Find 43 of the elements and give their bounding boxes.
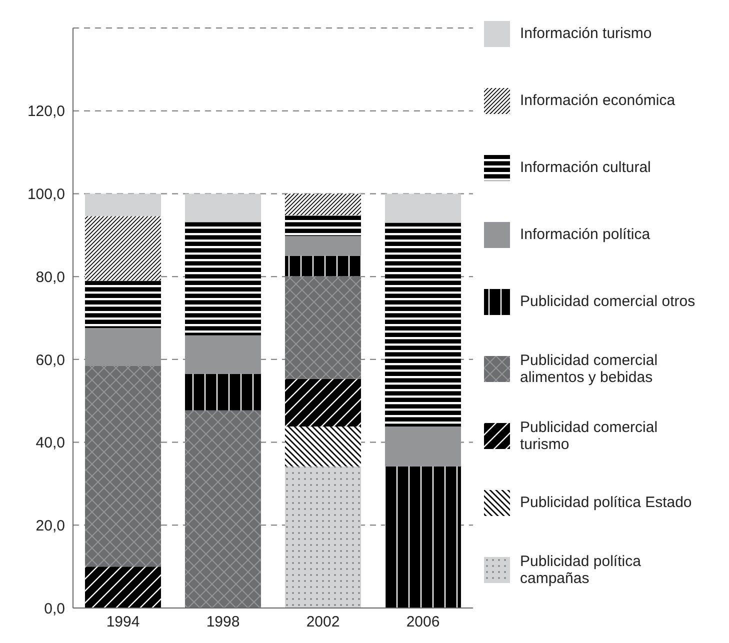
legend-label: Publicidad comercial turismo (520, 418, 659, 452)
legend-label: Información económica (520, 92, 676, 109)
x-tick-label: 2002 (306, 614, 340, 631)
legend-label: Información cultural (520, 159, 651, 176)
bar (385, 194, 461, 223)
bar (285, 378, 361, 427)
bar (285, 194, 361, 216)
y-tick-label: 80,0 (36, 268, 65, 286)
legend-label: Publicidad política campañas (520, 552, 642, 586)
bar (185, 194, 261, 222)
legend-label: Información turismo (520, 25, 652, 42)
bar (185, 335, 261, 374)
bar (85, 566, 161, 608)
legend-label: Información política (520, 226, 650, 243)
bar (285, 426, 361, 466)
x-tick-label: 1998 (206, 614, 240, 631)
bar (285, 236, 361, 256)
y-tick-label: 100,0 (27, 186, 65, 204)
bar (385, 222, 461, 427)
bar (285, 256, 361, 276)
legend-label: Publicidad política Estado (520, 494, 692, 511)
bar (85, 216, 161, 281)
bar (85, 280, 161, 328)
bar (185, 222, 261, 336)
x-tick-label: 1994 (106, 614, 140, 631)
bar (285, 276, 361, 379)
y-tick-label: 20,0 (36, 517, 65, 534)
legend-label: Publicidad comercial otros (520, 293, 696, 310)
bar (85, 194, 161, 216)
y-tick-label: 0,0 (44, 600, 65, 618)
bar (85, 366, 161, 567)
y-tick-label: 40,0 (36, 434, 65, 452)
bar (285, 466, 361, 608)
y-tick-label: 120,0 (27, 103, 65, 120)
bar (385, 466, 461, 608)
x-tick-label: 2006 (406, 614, 440, 631)
bar (185, 374, 261, 410)
bar (285, 215, 361, 236)
legend-label: Publicidad comercial alimentos y bebidas (520, 352, 659, 386)
bar (185, 410, 261, 608)
bar (85, 328, 161, 366)
bar (385, 426, 461, 466)
y-tick-label: 60,0 (36, 352, 65, 369)
